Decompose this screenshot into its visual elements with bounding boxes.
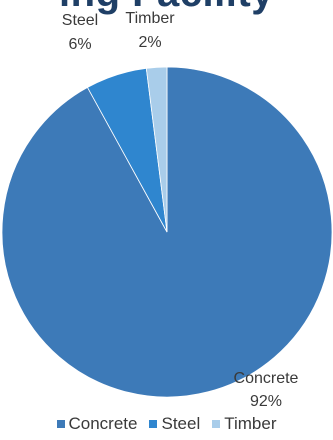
legend-item-timber: Timber bbox=[212, 414, 277, 434]
legend-label-concrete: Concrete bbox=[68, 414, 138, 433]
legend-swatch-concrete bbox=[56, 420, 65, 428]
data-label-concrete-value: 92% bbox=[250, 393, 282, 410]
data-label-timber-value: 2% bbox=[138, 34, 161, 51]
legend-swatch-steel bbox=[149, 420, 158, 428]
legend-item-steel: Steel bbox=[149, 414, 200, 434]
data-label-concrete-name: Concrete bbox=[234, 370, 299, 387]
chart-title-partial: ing Facility bbox=[0, 0, 333, 16]
data-label-steel-value: 6% bbox=[68, 36, 91, 53]
legend-label-timber: Timber bbox=[224, 414, 277, 433]
pie-slice-timber bbox=[145, 66, 168, 233]
legend-swatch-timber bbox=[212, 420, 221, 428]
legend-item-concrete: Concrete bbox=[56, 414, 138, 434]
legend-label-steel: Steel bbox=[161, 414, 201, 433]
data-label-steel-name: Steel bbox=[62, 12, 98, 29]
chart-legend: Concrete Steel Timber bbox=[0, 412, 333, 436]
data-label-timber-name: Timber bbox=[125, 10, 175, 27]
